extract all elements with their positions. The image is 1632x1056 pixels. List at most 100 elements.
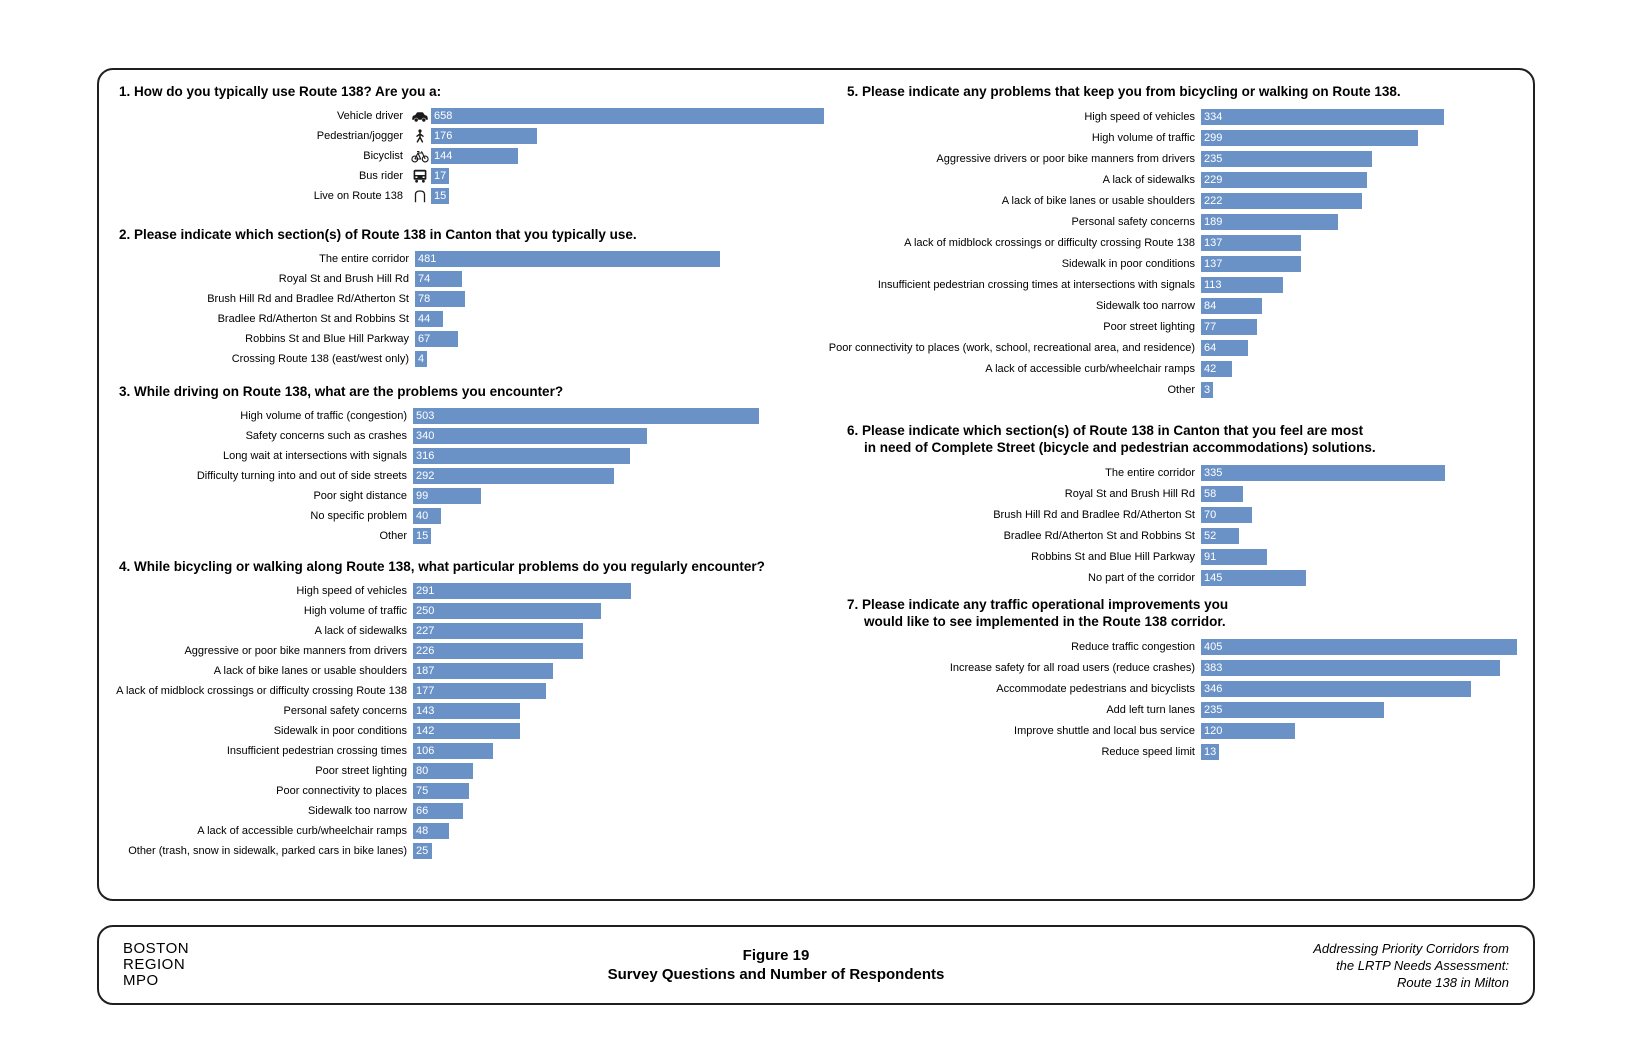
value-label: 3 [1204,383,1211,396]
category-label: Safety concerns such as crashes [119,426,413,446]
bar: 106 [413,743,493,759]
bar: 75 [413,783,469,799]
category-label: Sidewalk in poor conditions [119,721,413,741]
category-label: Poor street lighting [119,761,413,781]
bar: 4 [415,351,428,367]
bar-row: No part of the corridor 145 [847,567,1522,588]
chart-q2: 2. Please indicate which section(s) of R… [119,226,824,369]
bar-row: Crossing Route 138 (east/west only) 4 [119,349,824,369]
bar-row: High volume of traffic 250 [119,601,824,621]
category-label-text: Aggressive drivers or poor bike manners … [936,152,1195,165]
category-label: Personal safety concerns [119,701,413,721]
category-label-text: Insufficient pedestrian crossing times a… [877,278,1195,291]
bar: 235 [1201,150,1372,167]
category-label: Royal St and Brush Hill Rd [847,483,1201,504]
category-label: Increase safety for all road users (redu… [847,657,1201,678]
bar-row: Reduce traffic congestion 405 [847,636,1522,657]
value-label: 334 [1204,110,1223,123]
bar: 66 [413,803,463,819]
bar: 113 [1201,276,1283,293]
bar-row: Pedestrian/jogger 176 [119,126,824,146]
bar: 335 [1201,464,1445,481]
category-label-text: High speed of vehicles [1084,110,1195,123]
bar-row: Personal safety concerns 189 [847,211,1522,232]
category-label: Crossing Route 138 (east/west only) [119,349,415,369]
bar-row: Poor connectivity to places (work, schoo… [829,337,1522,358]
value-label: 235 [1204,703,1223,716]
category-label-text: Long wait at intersections with signals [222,450,407,462]
bar-rows: Vehicle driver 658 Pedestrian/jogger 176 Bic… [119,106,824,206]
category-label: Aggressive drivers or poor bike manners … [847,148,1201,169]
bar: 222 [1201,192,1362,209]
car-icon [409,109,431,123]
bar-row: High volume of traffic (congestion) 503 [119,406,824,426]
category-label-text: Brush Hill Rd and Bradlee Rd/Atherton St [207,293,409,305]
category-label: A lack of bike lanes or usable shoulders [847,190,1201,211]
value-label: 99 [416,490,429,502]
bar-row: Other 3 [847,379,1522,400]
category-label: No part of the corridor [847,567,1201,588]
category-label-text: Sidewalk too narrow [1095,299,1195,312]
org-line: BOSTON [123,940,190,957]
category-label-text: Increase safety for all road users (redu… [949,661,1195,674]
category-label: Other (trash, snow in sidewalk, parked c… [119,841,413,861]
category-label-text: The entire corridor [1105,466,1195,479]
bar-row: A lack of bike lanes or usable shoulders… [119,661,824,681]
category-label: Add left turn lanes [847,699,1201,720]
report-source: Addressing Priority Corridors from the L… [1209,940,1509,991]
category-label-text: Bicyclist [363,150,403,162]
bar: 235 [1201,701,1384,718]
value-label: 44 [418,313,431,325]
bar-row: Increase safety for all road users (redu… [847,657,1522,678]
value-label: 66 [416,805,429,817]
bar-rows: The entire corridor 335 Royal St and Brush… [847,462,1522,588]
category-label: Robbins St and Blue Hill Parkway [847,546,1201,567]
category-label: A lack of sidewalks [119,621,413,641]
category-label-text: Poor connectivity to places [276,785,407,797]
bar-row: A lack of midblock crossings or difficul… [116,681,824,701]
value-label: 137 [1204,236,1223,249]
bar-row: Sidewalk in poor conditions 142 [119,721,824,741]
category-label: Sidewalk in poor conditions [847,253,1201,274]
category-label-text: Robbins St and Blue Hill Parkway [245,333,409,345]
category-label-text: Poor connectivity to places (work, schoo… [828,341,1195,354]
bar: 78 [415,291,465,307]
bar-rows: High speed of vehicles 334 High volume of … [829,106,1522,400]
category-label-text: Pedestrian/jogger [316,130,403,142]
bar-row: Safety concerns such as crashes 340 [119,426,824,446]
category-label: Bicyclist [119,146,409,166]
bar-row: Accommodate pedestrians and bicyclists 34… [847,678,1522,699]
category-label-text: A lack of sidewalks [314,625,407,637]
category-label: Vehicle driver [119,106,409,126]
bar: 144 [431,148,518,164]
bar-row: Bradlee Rd/Atherton St and Robbins St 44 [119,309,824,329]
value-label: 227 [416,625,435,637]
chart-q7: 7. Please indicate any traffic operation… [847,596,1522,762]
category-label: Robbins St and Blue Hill Parkway [119,329,415,349]
value-label: 177 [416,685,435,697]
category-label: High volume of traffic (congestion) [119,406,413,426]
bar-row: Poor street lighting 77 [847,316,1522,337]
bar: 299 [1201,129,1418,146]
value-label: 187 [416,665,435,677]
category-label-text: Poor street lighting [1103,320,1195,333]
value-label: 48 [416,825,429,837]
bar: 67 [415,331,458,347]
bus-icon [409,169,431,183]
category-label: Brush Hill Rd and Bradlee Rd/Atherton St [847,504,1201,525]
bar-row: A lack of accessible curb/wheelchair ram… [119,821,824,841]
category-label: High volume of traffic [119,601,413,621]
category-label-text: Other [379,530,407,542]
category-label: A lack of accessible curb/wheelchair ram… [119,821,413,841]
category-label: Poor connectivity to places (work, schoo… [829,337,1201,358]
category-label-text: Personal safety concerns [1071,215,1195,228]
category-label-text: Poor sight distance [313,490,407,502]
question-title: 4. While bicycling or walking along Rout… [119,559,765,574]
value-label: 120 [1204,724,1223,737]
value-label: 291 [416,585,435,597]
bar: 481 [415,251,720,267]
value-label: 481 [418,253,437,265]
bar: 120 [1201,722,1295,739]
category-label-text: Add left turn lanes [1106,703,1195,716]
category-label-text: Bradlee Rd/Atherton St and Robbins St [1003,529,1195,542]
